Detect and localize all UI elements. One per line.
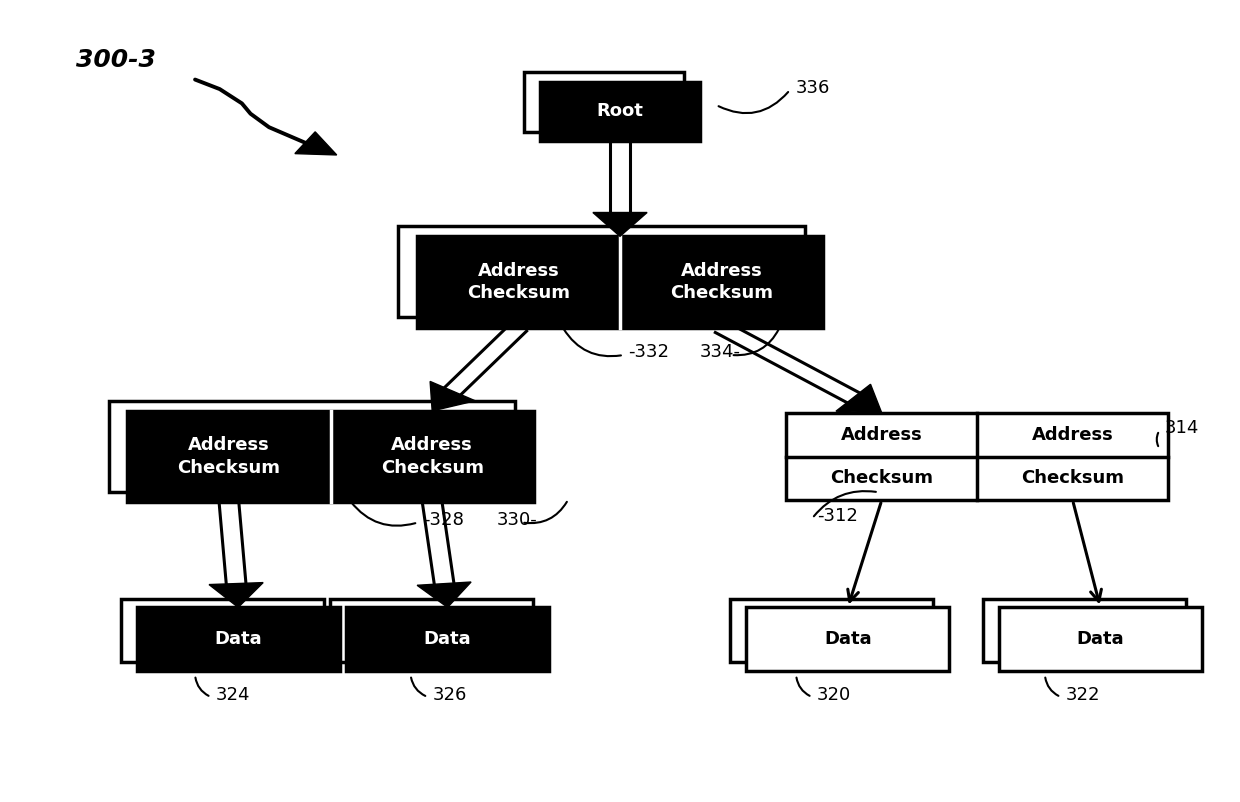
- Text: -332: -332: [629, 342, 670, 361]
- Text: Data: Data: [215, 630, 262, 648]
- FancyBboxPatch shape: [539, 82, 701, 141]
- Polygon shape: [295, 132, 337, 155]
- Text: Root: Root: [596, 103, 644, 120]
- Text: Address
Checksum: Address Checksum: [467, 261, 570, 302]
- Text: Checksum: Checksum: [831, 469, 934, 488]
- Polygon shape: [430, 382, 475, 411]
- Text: 330-: 330-: [497, 511, 538, 529]
- Text: 314: 314: [1164, 419, 1199, 437]
- Polygon shape: [593, 213, 647, 237]
- FancyBboxPatch shape: [398, 226, 805, 318]
- FancyBboxPatch shape: [730, 598, 934, 662]
- Text: Data: Data: [424, 630, 471, 648]
- Text: Data: Data: [825, 630, 872, 648]
- FancyBboxPatch shape: [998, 607, 1202, 670]
- FancyBboxPatch shape: [330, 598, 533, 662]
- FancyBboxPatch shape: [417, 237, 823, 327]
- FancyBboxPatch shape: [128, 411, 533, 502]
- Polygon shape: [417, 582, 471, 607]
- FancyBboxPatch shape: [746, 607, 950, 670]
- FancyBboxPatch shape: [136, 607, 340, 670]
- FancyBboxPatch shape: [109, 401, 516, 492]
- Text: 336: 336: [796, 79, 831, 96]
- Text: 334-: 334-: [701, 342, 742, 361]
- Text: 324: 324: [216, 686, 250, 703]
- Text: Address
Checksum: Address Checksum: [177, 436, 280, 476]
- Text: Checksum: Checksum: [1021, 469, 1125, 488]
- Text: -328: -328: [423, 511, 464, 529]
- Text: Address
Checksum: Address Checksum: [381, 436, 484, 476]
- Text: Address: Address: [841, 426, 923, 444]
- FancyBboxPatch shape: [786, 413, 1168, 500]
- Text: 320: 320: [817, 686, 852, 703]
- Text: Address: Address: [1032, 426, 1114, 444]
- Polygon shape: [836, 384, 882, 413]
- Text: 300-3: 300-3: [76, 48, 155, 71]
- Text: Data: Data: [1076, 630, 1125, 648]
- FancyBboxPatch shape: [346, 607, 549, 670]
- FancyBboxPatch shape: [120, 598, 324, 662]
- FancyBboxPatch shape: [525, 72, 684, 132]
- Text: Address
Checksum: Address Checksum: [670, 261, 773, 302]
- FancyBboxPatch shape: [983, 598, 1185, 662]
- Text: -312: -312: [817, 507, 858, 525]
- Polygon shape: [210, 582, 263, 607]
- Text: 326: 326: [433, 686, 467, 703]
- Text: 322: 322: [1066, 686, 1100, 703]
